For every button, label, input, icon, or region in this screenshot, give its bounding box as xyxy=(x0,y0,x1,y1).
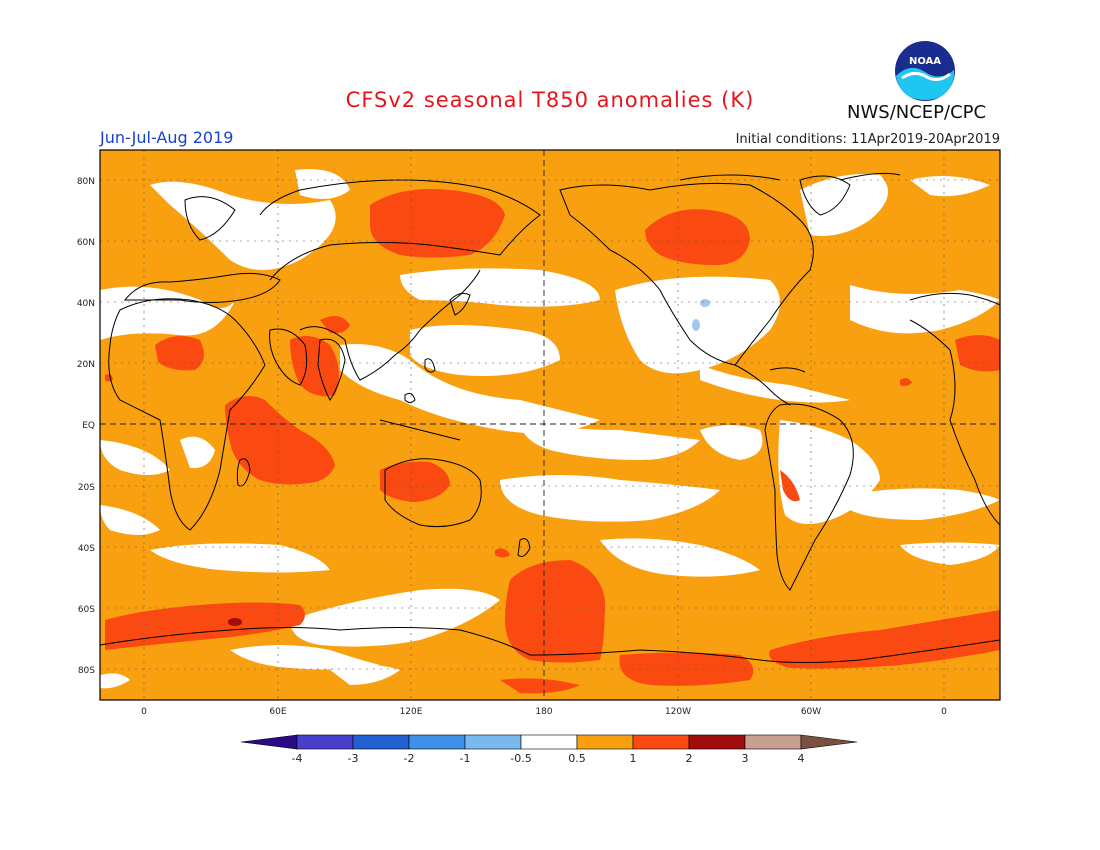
lon-label: 120E xyxy=(400,707,423,717)
colorbar-swatch xyxy=(744,734,802,750)
colorbar: -4 -3 -2 -1 -0.5 0.5 1 2 3 4 xyxy=(240,734,858,765)
equator-dateline xyxy=(100,150,1000,700)
lat-label: 60S xyxy=(78,605,95,615)
colorbar-arrow-high xyxy=(800,734,858,750)
colorbar-swatch xyxy=(408,734,466,750)
lon-label: 180 xyxy=(535,707,552,717)
agency-label: NWS/NCEP/CPC xyxy=(847,102,987,123)
lat-label: 20N xyxy=(77,360,95,370)
map-frame xyxy=(99,149,1001,701)
lat-label: 80S xyxy=(78,666,95,676)
colorbar-label: 1 xyxy=(630,752,637,765)
lon-label: 120W xyxy=(665,707,691,717)
initial-conditions: Initial conditions: 11Apr2019-20Apr2019 xyxy=(735,132,1000,147)
colorbar-label: -0.5 xyxy=(510,752,531,765)
colorbar-swatch xyxy=(520,734,578,750)
colorbar-label: 4 xyxy=(798,752,805,765)
colorbar-label: -1 xyxy=(460,752,471,765)
colorbar-arrow-low xyxy=(240,734,298,750)
lon-label: 60E xyxy=(269,707,286,717)
lat-label: 60N xyxy=(77,238,95,248)
lat-label: EQ xyxy=(82,421,95,431)
lon-label: 60W xyxy=(801,707,821,717)
map-title: CFSv2 seasonal T850 anomalies (K) xyxy=(345,88,755,112)
colorbar-label: -3 xyxy=(348,752,359,765)
lon-label: 0 xyxy=(141,707,147,717)
anomaly-field xyxy=(100,150,1000,700)
colorbar-swatch xyxy=(296,734,354,750)
lon-label: 0 xyxy=(941,707,947,717)
lat-label: 20S xyxy=(78,483,95,493)
noaa-logo-icon: NOAA xyxy=(895,41,955,101)
colorbar-label: -2 xyxy=(404,752,415,765)
colorbar-swatch xyxy=(576,734,634,750)
forecast-period: Jun-Jul-Aug 2019 xyxy=(100,128,234,147)
coastlines xyxy=(100,172,1000,663)
colorbar-swatch xyxy=(632,734,690,750)
lat-label: 40S xyxy=(78,544,95,554)
colorbar-label: -4 xyxy=(292,752,303,765)
anomaly-2-to-3-regions xyxy=(228,618,242,626)
anomaly-1-to-2-regions xyxy=(105,189,1000,694)
colorbar-swatch xyxy=(688,734,746,750)
colorbar-label: 3 xyxy=(742,752,749,765)
graticule xyxy=(100,150,1000,700)
colorbar-swatch xyxy=(352,734,410,750)
colorbar-label: 2 xyxy=(686,752,693,765)
lat-label: 40N xyxy=(77,299,95,309)
colorbar-swatch xyxy=(464,734,522,750)
negative-anomaly-regions xyxy=(692,299,710,331)
colorbar-label: 0.5 xyxy=(568,752,586,765)
logo-text: NOAA xyxy=(909,56,941,67)
lat-label: 80N xyxy=(77,177,95,187)
